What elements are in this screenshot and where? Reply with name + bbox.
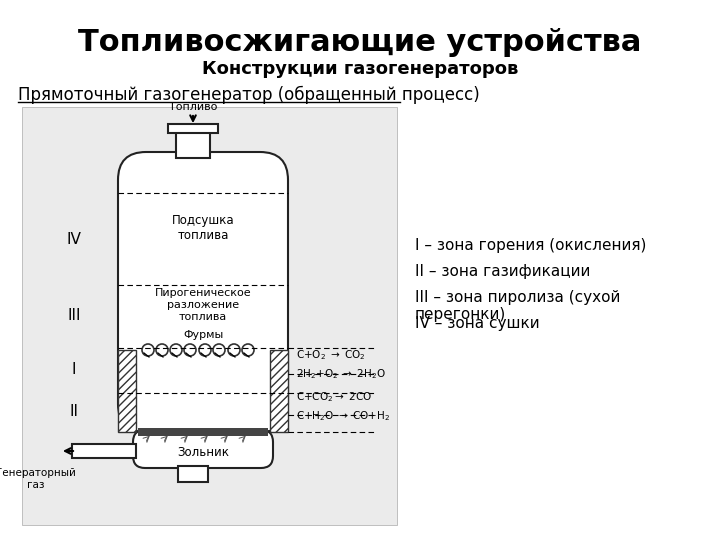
Circle shape xyxy=(184,344,196,356)
Circle shape xyxy=(170,344,182,356)
Bar xyxy=(176,130,210,158)
Text: Прямоточный газогенератор (обращенный процесс): Прямоточный газогенератор (обращенный пр… xyxy=(18,86,480,104)
Text: Пирогеническое
разложение
топлива: Пирогеническое разложение топлива xyxy=(155,288,251,322)
FancyBboxPatch shape xyxy=(118,152,288,432)
Text: C+H$_2$O $\rightarrow$ CO+H$_2$: C+H$_2$O $\rightarrow$ CO+H$_2$ xyxy=(296,409,390,423)
Circle shape xyxy=(199,344,211,356)
Text: Топливосжигающие устройства: Топливосжигающие устройства xyxy=(78,28,642,57)
Bar xyxy=(138,428,268,436)
Circle shape xyxy=(142,344,154,356)
Bar xyxy=(270,350,288,432)
Text: Фурмы: Фурмы xyxy=(183,330,223,340)
Text: IV: IV xyxy=(66,233,81,247)
Text: III – зона пиролиза (сухой
перегонки): III – зона пиролиза (сухой перегонки) xyxy=(415,290,621,322)
Text: IV – зона сушки: IV – зона сушки xyxy=(415,316,539,331)
Text: III: III xyxy=(67,308,81,323)
Text: II – зона газификации: II – зона газификации xyxy=(415,264,590,279)
Text: 2H$_2$+O$_2$ $\rightarrow$ 2H$_2$O: 2H$_2$+O$_2$ $\rightarrow$ 2H$_2$O xyxy=(296,367,386,381)
Text: Подсушка
топлива: Подсушка топлива xyxy=(171,214,234,242)
Text: Генераторный
газ: Генераторный газ xyxy=(0,468,76,490)
Circle shape xyxy=(242,344,254,356)
Circle shape xyxy=(156,344,168,356)
Text: II: II xyxy=(70,404,78,420)
Text: Топливо: Топливо xyxy=(168,102,217,112)
Text: Конструкции газогенераторов: Конструкции газогенераторов xyxy=(202,60,518,78)
FancyBboxPatch shape xyxy=(133,430,273,468)
Text: Зольник: Зольник xyxy=(177,446,229,458)
Bar xyxy=(168,124,218,133)
FancyBboxPatch shape xyxy=(22,107,397,525)
Circle shape xyxy=(228,344,240,356)
Text: C+O$_2$ $\rightarrow$ CO$_2$: C+O$_2$ $\rightarrow$ CO$_2$ xyxy=(296,348,366,362)
Bar xyxy=(178,466,208,482)
Circle shape xyxy=(213,344,225,356)
Bar xyxy=(118,350,136,432)
Text: I: I xyxy=(72,362,76,377)
Text: I – зона горения (окисления): I – зона горения (окисления) xyxy=(415,238,647,253)
Bar xyxy=(72,444,136,458)
Text: C+CO$_2$$\rightarrow$ 2CO: C+CO$_2$$\rightarrow$ 2CO xyxy=(296,390,372,404)
